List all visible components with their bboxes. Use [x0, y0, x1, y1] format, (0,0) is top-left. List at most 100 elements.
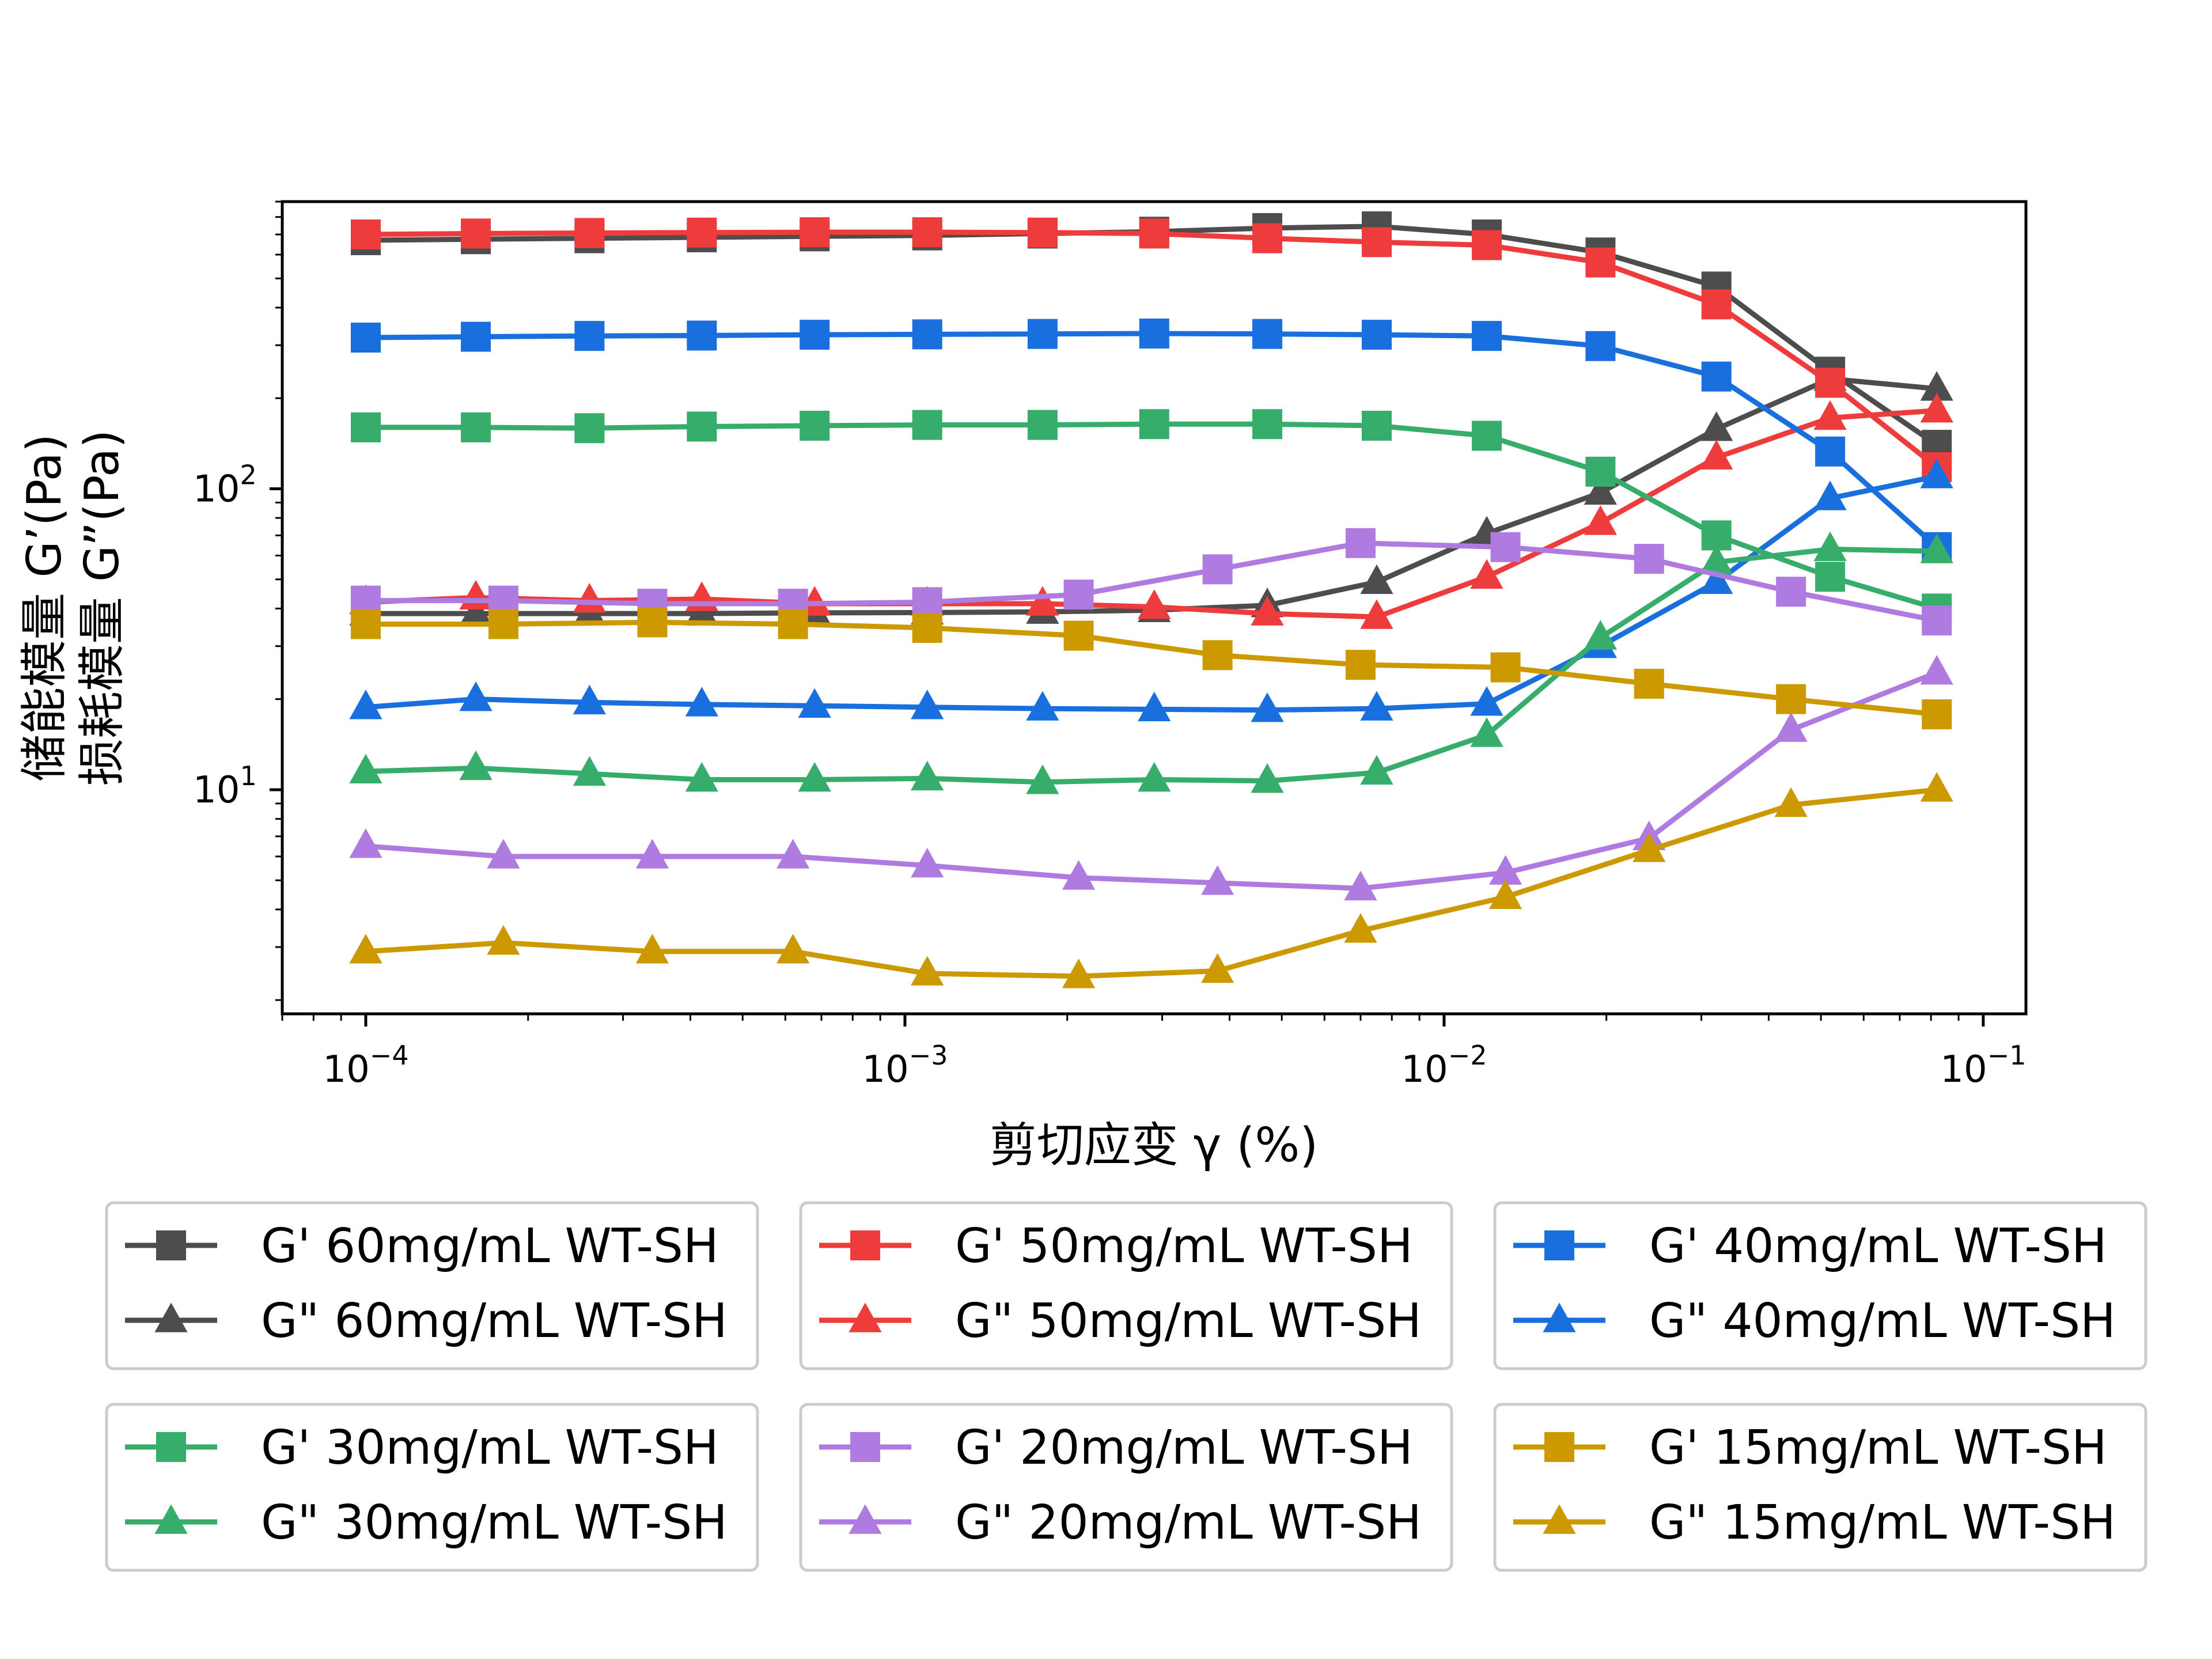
legend-item: G' 60mg/mL WT-SH [125, 1219, 719, 1274]
data-point [912, 410, 942, 440]
data-point [1470, 559, 1503, 589]
x-tick-label: 10−2 [1401, 1040, 1487, 1091]
series-line [365, 670, 1938, 891]
legend-box-0: G' 60mg/mL WT-SH G" 60mg/mL WT-SH [105, 1201, 759, 1370]
data-point [635, 839, 669, 869]
legend-marker [154, 1302, 188, 1332]
x-tick-label: 10−4 [323, 1040, 408, 1091]
data-point [1700, 564, 1733, 594]
data-point [1252, 409, 1283, 440]
data-point [1700, 411, 1733, 441]
data-point [1815, 368, 1846, 398]
legend-label: G' 15mg/mL WT-SH [1649, 1421, 2107, 1475]
legend-frame [1493, 1201, 2147, 1370]
data-point [1138, 762, 1171, 792]
legend-marker [1544, 1432, 1574, 1462]
legend-label: G" 60mg/mL WT-SH [261, 1294, 728, 1349]
axis-ticks: 10−4 10−3 10−2 10−1 101 102 [193, 200, 2027, 1091]
data-point [1700, 440, 1733, 470]
x-tick-label: 10−3 [862, 1040, 948, 1091]
data-point [459, 681, 493, 711]
data-point [778, 609, 808, 639]
data-point [777, 839, 810, 869]
data-point [1202, 554, 1233, 585]
data-point [1360, 599, 1393, 629]
legend-item: G" 30mg/mL WT-SH [125, 1495, 728, 1550]
data-point [911, 956, 944, 986]
legend-frame [799, 1403, 1453, 1572]
data-point [1027, 319, 1058, 349]
data-point [685, 581, 718, 611]
data-point [1251, 763, 1284, 793]
data-point [1488, 879, 1522, 909]
data-point [573, 756, 606, 786]
legend-marker [850, 1432, 880, 1462]
legend-label: G' 30mg/mL WT-SH [261, 1421, 719, 1475]
data-point [1361, 227, 1392, 257]
legend-marker [154, 1504, 188, 1534]
legend-box-3: G' 30mg/mL WT-SH G" 30mg/mL WT-SH [105, 1403, 759, 1572]
legend-item: G" 20mg/mL WT-SH [819, 1495, 1422, 1550]
data-point [1027, 410, 1058, 440]
legend-marker [1543, 1504, 1576, 1534]
data-point [1701, 361, 1732, 392]
data-point [1062, 959, 1096, 988]
legend-label: G" 30mg/mL WT-SH [261, 1495, 728, 1550]
data-point [573, 684, 606, 715]
data-point [912, 612, 942, 643]
data-point [1488, 855, 1522, 885]
data-point [1360, 564, 1393, 594]
data-point [1776, 684, 1806, 714]
data-point [1139, 409, 1169, 440]
data-point [1634, 668, 1664, 699]
data-point [1139, 218, 1169, 249]
series-layer [349, 211, 1953, 988]
data-point [1139, 319, 1169, 349]
data-point [798, 688, 831, 718]
data-point [1202, 640, 1233, 671]
data-point [1774, 787, 1808, 817]
legend-item: G" 15mg/mL WT-SH [1513, 1495, 2116, 1550]
data-point [1585, 456, 1616, 487]
x-tick-label: 10−1 [1940, 1040, 2026, 1091]
data-point [1026, 691, 1059, 721]
data-point [1345, 650, 1376, 680]
data-point [912, 319, 942, 350]
y-axis-title: 储能模量 G’(Pa) 损耗模量 G”(Pa) [17, 430, 130, 786]
legend-label: G' 40mg/mL WT-SH [1649, 1219, 2107, 1274]
data-point [349, 934, 382, 964]
data-point [1634, 544, 1664, 574]
legend-label: G" 50mg/mL WT-SH [955, 1294, 1422, 1349]
data-point [1490, 532, 1521, 562]
data-point [777, 934, 810, 964]
data-point [685, 762, 718, 792]
data-point [350, 323, 381, 353]
data-point [1361, 320, 1392, 350]
data-point [1345, 528, 1376, 558]
data-point [1920, 393, 1953, 423]
data-point [911, 760, 944, 791]
legend-marker [156, 1432, 186, 1462]
data-point [1251, 692, 1284, 722]
data-point [1776, 577, 1806, 607]
data-point [635, 934, 669, 964]
legend-item: G" 50mg/mL WT-SH [819, 1294, 1422, 1349]
legend-marker [849, 1504, 882, 1534]
legend-box-2: G' 40mg/mL WT-SH G" 40mg/mL WT-SH [1493, 1201, 2147, 1370]
legend-box-5: G' 15mg/mL WT-SH G" 15mg/mL WT-SH [1493, 1403, 2147, 1572]
series-2 [350, 217, 1952, 482]
data-point [800, 217, 830, 248]
data-point [1490, 652, 1521, 683]
data-point [1584, 475, 1617, 505]
data-point [1813, 400, 1847, 430]
data-point [1584, 620, 1617, 650]
legend-label: G" 20mg/mL WT-SH [955, 1495, 1422, 1550]
data-point [487, 925, 520, 955]
data-point [1360, 691, 1393, 721]
data-point [1063, 579, 1094, 610]
legend-frame [799, 1201, 1453, 1370]
legend-marker [1544, 1230, 1574, 1260]
data-point [1813, 480, 1847, 510]
data-point [488, 609, 518, 639]
legend-box-1: G' 50mg/mL WT-SH G" 50mg/mL WT-SH [799, 1201, 1453, 1370]
